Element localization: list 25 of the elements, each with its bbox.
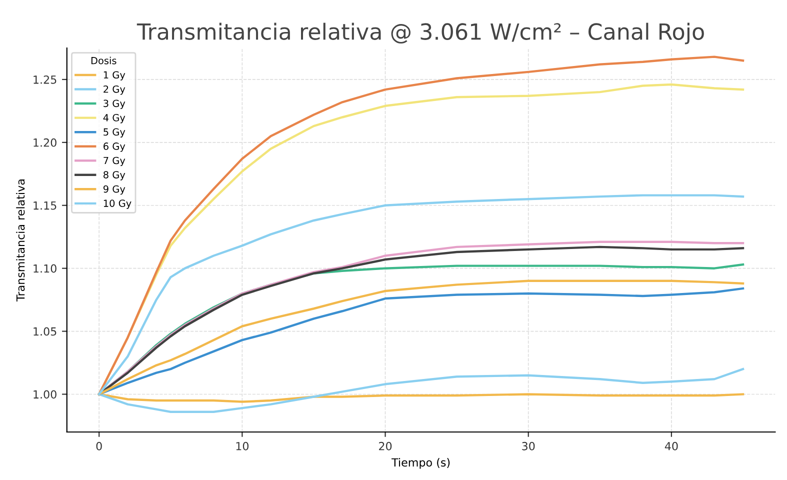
y-axis-title: Transmitancia relativa: [16, 180, 25, 302]
y-tick-label: 1.10: [34, 264, 56, 273]
legend-label: 6 Gy: [104, 142, 126, 152]
y-tick-label: 1.20: [34, 138, 56, 147]
legend-label: 4 Gy: [103, 114, 126, 124]
x-tick-label: 30: [522, 442, 535, 450]
legend-title: Dosis: [91, 56, 116, 64]
x-tick-label: 40: [664, 442, 678, 450]
y-tick-label: 1.05: [34, 327, 56, 336]
legend-label: 3 Gy: [104, 100, 126, 109]
x-tick-label: 0: [96, 442, 102, 450]
legend-label: 5 Gy: [104, 128, 126, 138]
legend-label: 10 Gy: [104, 200, 132, 209]
y-tick-label: 1.00: [34, 390, 56, 399]
legend-label: 2 Gy: [104, 85, 126, 95]
y-tick-label: 1.15: [34, 202, 56, 210]
x-axis-title: Tiempo (s): [392, 458, 450, 469]
legend-label: 9 Gy: [103, 185, 126, 195]
x-tick-label: 20: [379, 442, 392, 450]
legend-label: 7 Gy: [104, 156, 126, 166]
legend-label: 8 Gy: [104, 171, 126, 180]
y-tick-label: 1.25: [34, 75, 56, 84]
legend-label: 1 Gy: [104, 71, 126, 80]
chart-title: Transmitancia relativa @ 3.061 W/cm² – Canal Rojo: [136, 22, 704, 44]
x-tick-label: 10: [236, 442, 249, 450]
